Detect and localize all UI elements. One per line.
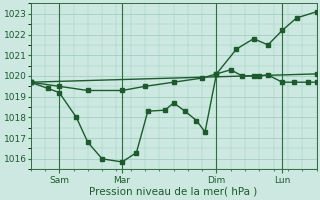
X-axis label: Pression niveau de la mer( hPa ): Pression niveau de la mer( hPa ) — [90, 187, 258, 197]
